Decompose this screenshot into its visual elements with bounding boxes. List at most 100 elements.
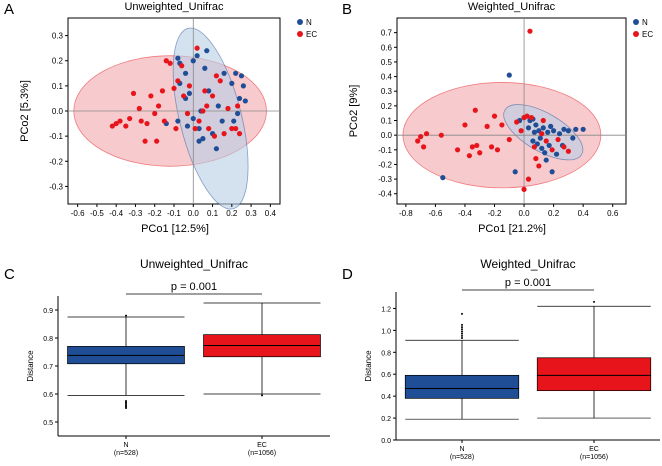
data-point-ec xyxy=(518,128,524,134)
data-point-ec xyxy=(236,131,243,137)
data-point-n xyxy=(186,90,193,97)
y-tick-label: -0.2 xyxy=(49,157,63,166)
chart-title: Weighted_Unifrac xyxy=(480,257,575,271)
outlier-point-ec xyxy=(593,300,595,303)
x-tick-label: -0.5 xyxy=(90,209,104,218)
legend-label-ec: EC xyxy=(306,30,317,39)
data-point-ec xyxy=(528,114,535,121)
y-tick-label: 1.2 xyxy=(381,306,391,313)
data-point-n xyxy=(236,95,243,102)
outlier-point-n xyxy=(125,405,127,408)
panel-letter-a: A xyxy=(4,1,14,18)
data-point-ec xyxy=(472,107,478,113)
data-point-ec xyxy=(235,103,241,109)
y-tick-label: 0.5 xyxy=(43,420,53,427)
outlier-point-n xyxy=(461,332,463,335)
significance-label: p = 0.001 xyxy=(505,277,551,289)
data-point-ec xyxy=(543,138,549,144)
y-tick-label: 0.7 xyxy=(381,29,393,38)
data-point-ec xyxy=(202,88,208,94)
data-point-ec xyxy=(167,60,173,66)
data-point-n xyxy=(196,125,202,132)
data-point-ec xyxy=(184,110,191,117)
data-point-n xyxy=(565,128,571,134)
y-tick-label: 0.6 xyxy=(381,43,393,52)
data-point-ec xyxy=(415,138,421,144)
outlier-point-n xyxy=(461,330,463,333)
outlier-point-n xyxy=(461,326,463,329)
x-axis-label: PCo1 [21.2%] xyxy=(478,223,546,235)
legend-label-ec: EC xyxy=(642,30,653,39)
data-point-n xyxy=(202,65,208,71)
y-tick-label: -0.4 xyxy=(378,190,392,199)
x-tick-label: 0.2 xyxy=(548,209,560,218)
data-point-ec xyxy=(213,73,219,79)
data-point-ec xyxy=(233,125,239,132)
data-point-ec xyxy=(221,131,227,137)
data-point-ec xyxy=(194,45,200,51)
significance-label: p = 0.001 xyxy=(171,281,217,293)
panel-letter-d: D xyxy=(342,266,353,283)
y-tick-label: -0.3 xyxy=(378,175,392,184)
data-point-ec xyxy=(469,144,475,150)
data-point-n xyxy=(553,151,560,157)
data-point-ec xyxy=(163,58,169,64)
data-point-ec xyxy=(123,123,129,129)
data-point-n xyxy=(235,110,241,117)
data-point-n xyxy=(219,118,225,124)
data-point-n xyxy=(549,169,555,175)
outlier-point-n xyxy=(125,401,127,404)
x-tick-label: 0.2 xyxy=(226,209,238,218)
data-point-ec xyxy=(200,108,206,114)
data-point-ec xyxy=(138,118,144,124)
data-point-n xyxy=(200,136,206,142)
y-tick-label: 0.0 xyxy=(52,107,64,116)
data-point-n xyxy=(190,115,196,122)
data-point-ec xyxy=(484,123,490,129)
data-point-n xyxy=(580,126,586,132)
y-tick-label: 0.5 xyxy=(381,58,393,67)
plot-frame xyxy=(396,17,627,205)
outlier-point-n xyxy=(125,404,127,407)
y-axis-label: PCo2 [9%] xyxy=(348,85,360,138)
data-point-ec xyxy=(144,120,150,127)
data-point-ec xyxy=(179,63,185,69)
data-point-ec xyxy=(136,105,142,112)
y-tick-label: 0.0 xyxy=(381,131,393,140)
y-tick-label: 0.2 xyxy=(52,57,64,66)
data-point-ec xyxy=(130,90,137,97)
data-point-ec xyxy=(466,153,472,159)
y-tick-label: 0.2 xyxy=(381,416,391,423)
y-tick-label: -0.2 xyxy=(378,160,392,169)
data-point-n xyxy=(542,150,548,156)
panel-c-boxplot-unweighted: Unweighted_Unifrac 0.5 0.6 0.7 0.8 0.9 Distanc… xyxy=(26,257,330,457)
data-point-ec xyxy=(539,131,545,137)
data-point-n xyxy=(440,175,446,181)
x-tick-label-ec: EC xyxy=(257,442,267,449)
data-point-ec xyxy=(225,105,231,112)
x-tick-label: -0.6 xyxy=(71,209,85,218)
panel-b-pcoa-weighted: Weighted_Unifrac -0.8 -0.6 -0.4 -0.2 0.0 0.2 0.… xyxy=(348,1,653,235)
data-point-ec xyxy=(420,144,427,150)
y-tick-label: 0.1 xyxy=(52,82,64,91)
data-point-ec xyxy=(161,118,167,124)
panel-a-pcoa-unweighted: Unweighted_Unifrac -0.6 -0.5 -0.4 -0.3 -0.2 -0… xyxy=(19,1,317,235)
y-tick-label: 0.8 xyxy=(43,336,53,343)
panel-letter-c: C xyxy=(4,266,15,283)
data-point-ec xyxy=(527,28,533,34)
data-point-n xyxy=(182,70,189,76)
outlier-point-n xyxy=(461,323,463,326)
data-point-ec xyxy=(229,125,235,132)
data-point-ec xyxy=(540,117,546,124)
x-tick-label: -0.2 xyxy=(148,209,162,218)
data-point-ec xyxy=(524,113,530,119)
data-point-n xyxy=(539,145,545,151)
data-point-n xyxy=(215,103,221,109)
data-point-n xyxy=(512,169,518,175)
y-tick-label: 1.0 xyxy=(381,328,391,335)
data-point-ec xyxy=(217,78,223,84)
data-point-ec xyxy=(206,125,212,132)
outlier-point-n xyxy=(461,328,463,331)
data-point-n xyxy=(194,53,200,59)
legend-marker-n xyxy=(633,19,639,25)
